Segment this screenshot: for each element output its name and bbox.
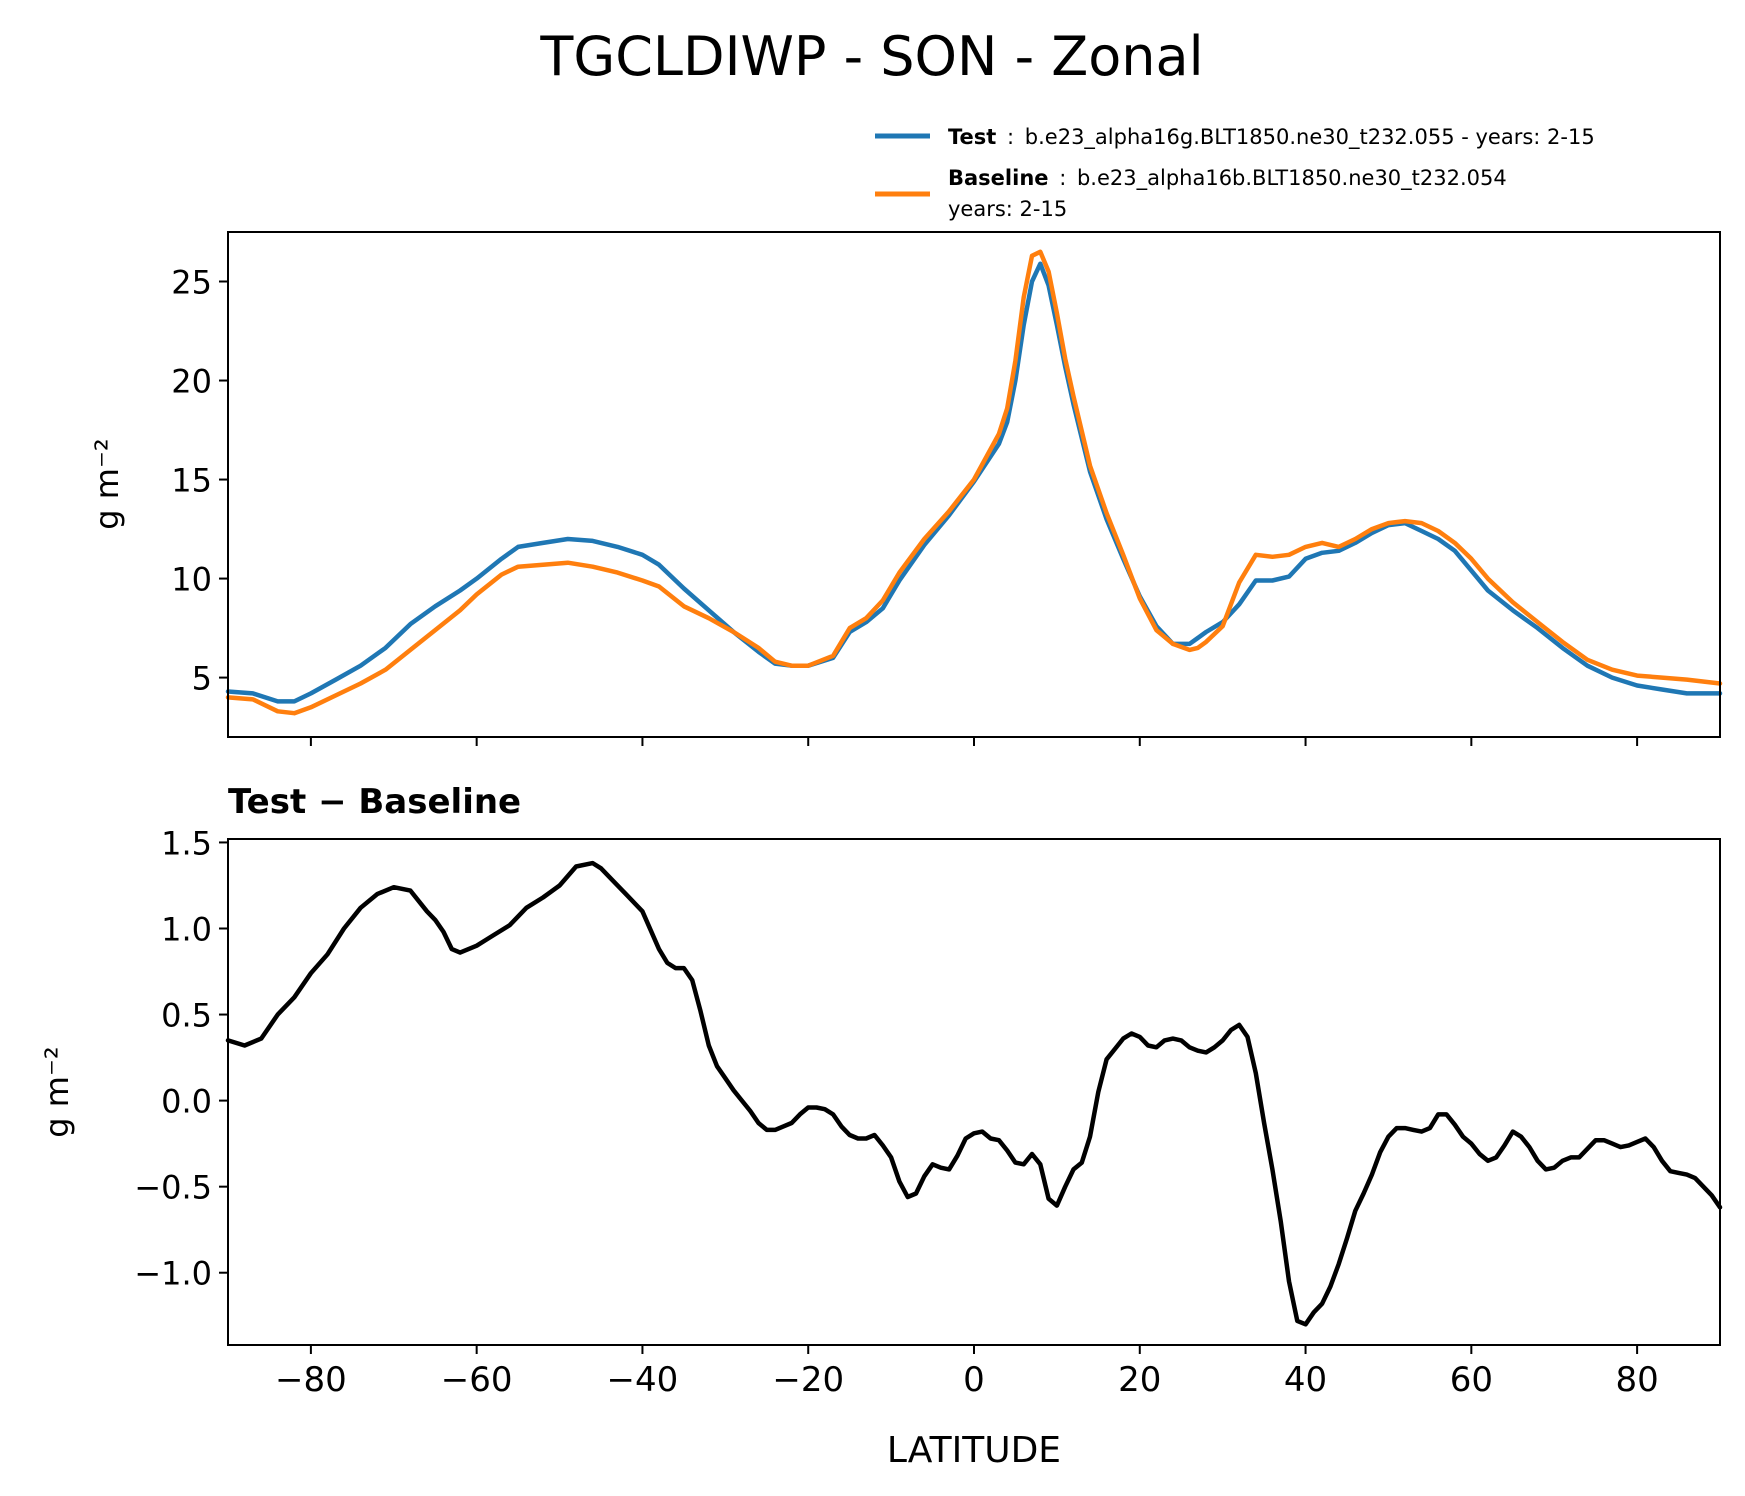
top-ytick-label: 20	[171, 363, 212, 401]
bottom-panel: Test − Baseline −1.0−0.50.00.51.01.5−80−…	[38, 782, 1723, 1471]
bottom-xtick-label: −40	[607, 1360, 679, 1400]
legend-baseline-name: Baseline	[948, 166, 1049, 190]
legend-test-text: b.e23_alpha16g.BLT1850.ne30_t232.055 - y…	[1025, 125, 1595, 150]
legend: Test : b.e23_alpha16g.BLT1850.ne30_t232.…	[875, 125, 1595, 221]
legend-test-sep: :	[1007, 125, 1014, 149]
bottom-series-lines	[225, 860, 1723, 1327]
legend-test-name: Test	[948, 125, 996, 149]
top-panel: 5 10 15 20 25 g m⁻²	[88, 231, 1723, 746]
top-axes-frame	[227, 231, 1721, 738]
x-axis-label: LATITUDE	[887, 1430, 1061, 1471]
bottom-xtick-label: −20	[772, 1360, 844, 1400]
bottom-ytick-label: 1.0	[161, 910, 212, 948]
bottom-xtick-label: −80	[275, 1360, 347, 1400]
top-ytick-label: 25	[171, 264, 212, 302]
bottom-axes-frame	[227, 838, 1721, 1346]
figure-title: TGCLDIWP - SON - Zonal	[539, 25, 1203, 88]
legend-baseline-sep: :	[1059, 166, 1066, 190]
diff-panel-title: Test − Baseline	[228, 782, 521, 822]
bottom-xtick-label: 80	[1615, 1360, 1658, 1400]
bottom-ytick-label: −1.0	[134, 1255, 212, 1293]
top-ytick-label: 5	[192, 660, 212, 698]
top-series-line-baseline	[225, 249, 1723, 716]
top-ylabel: g m⁻²	[88, 438, 126, 529]
legend-test-label: Test : b.e23_alpha16g.BLT1850.ne30_t232.…	[948, 125, 1595, 150]
bottom-ylabel: g m⁻²	[38, 1046, 76, 1137]
top-axis-ticks: 5 10 15 20 25	[171, 264, 1639, 746]
top-ytick-label: 10	[171, 561, 212, 599]
top-ytick-label: 15	[171, 462, 212, 500]
bottom-ytick-label: 0.5	[161, 997, 212, 1035]
bottom-series-line-test-baseline	[225, 860, 1723, 1327]
bottom-xtick-label: 60	[1450, 1360, 1493, 1400]
bottom-ytick-label: −0.5	[134, 1169, 212, 1207]
bottom-xtick-label: 0	[963, 1360, 985, 1400]
bottom-xtick-label: −60	[441, 1360, 513, 1400]
top-series-lines	[225, 249, 1723, 716]
bottom-ytick-label: 1.5	[161, 824, 212, 862]
legend-baseline-years: years: 2-15	[948, 197, 1067, 221]
legend-baseline-text: b.e23_alpha16b.BLT1850.ne30_t232.054	[1077, 166, 1507, 191]
bottom-xtick-label: 20	[1118, 1360, 1161, 1400]
bottom-xtick-label: 40	[1284, 1360, 1327, 1400]
bottom-ytick-label: 0.0	[161, 1083, 212, 1121]
bottom-axis-ticks: −1.0 −0.5 0.0 0.5 1.0 1.5 −80 −60 −40 −20 0 20 40 60 8…	[134, 824, 1658, 1400]
top-series-line-test	[225, 261, 1723, 704]
legend-baseline-label: Baseline : b.e23_alpha16b.BLT1850.ne30_t…	[948, 166, 1507, 191]
